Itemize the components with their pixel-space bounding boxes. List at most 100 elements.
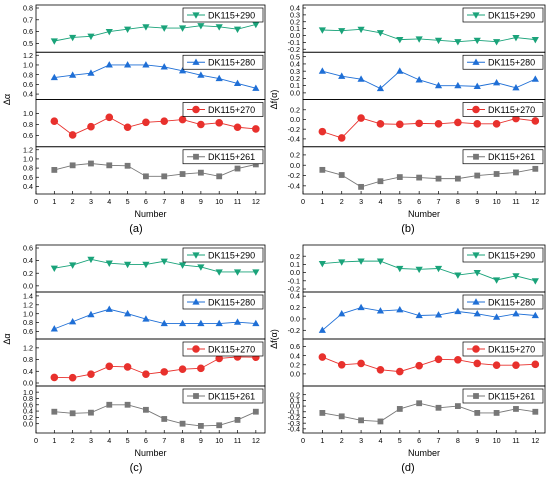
x-tick-label: 4 [378,197,382,206]
data-point [473,82,481,89]
y-tick-label: 0.2 [290,74,300,83]
data-point [69,317,77,325]
legend: DK115+280 [182,54,264,70]
data-point [124,261,132,269]
y-tick-label: -0.1 [288,407,300,416]
data-point [318,326,326,333]
y-tick-label: -0.4 [288,181,300,190]
series-line-dk115290 [54,258,256,273]
y-tick-label: 0.6 [23,131,33,140]
data-point [454,307,462,315]
x-axis-label: Number [134,448,166,458]
data-point [160,368,169,376]
data-point [143,173,149,180]
y-tick-label: -0.1 [288,276,300,285]
legend-label: DK115+270 [488,344,535,354]
data-point [216,422,223,429]
data-point [105,260,113,267]
x-tick-label: 9 [475,436,479,445]
legend-marker [193,393,199,399]
y-tick-label: 0.1 [290,260,300,269]
data-point [179,171,186,177]
data-point [69,162,76,169]
legend-label: DK115+270 [208,344,255,354]
y-tick-label: 0.7 [23,15,33,24]
y-tick-label: -0.4 [288,424,300,433]
data-point [142,261,150,269]
y-tick-label: 0.8 [23,318,33,327]
series-line-dk115290 [54,24,256,42]
y-tick-label: 0.5 [290,52,300,61]
data-point [233,269,242,276]
x-tick-label: 5 [398,197,402,206]
y-tick-label: 1.2 [23,343,33,352]
legend: DK115+261 [182,388,264,404]
x-tick-label: 8 [181,197,185,206]
data-point [215,319,223,327]
legend-marker [192,105,200,114]
x-tick-label: 12 [252,197,260,206]
y-tick-label: -0.4 [288,134,300,143]
data-point [396,367,404,376]
y-tick-label: 0.0 [23,419,33,428]
legend-box [462,388,544,404]
x-tick-label: 11 [234,197,241,206]
y-tick-label: 0.3 [290,67,300,76]
data-point [197,264,205,271]
series-line-dk115290 [322,260,536,282]
y-axis-label: Δf(α) [269,329,279,349]
data-point [493,171,500,177]
legend: DK115+261 [462,149,544,165]
data-point [493,78,501,86]
x-tick-label: 10 [493,197,501,206]
data-point [50,73,58,81]
x-tick-label: 6 [417,197,421,206]
y-tick-label: 0.2 [290,360,300,369]
legend-marker [193,153,199,160]
data-point [473,309,481,317]
x-tick-label: 3 [89,436,93,445]
data-point [105,28,113,36]
data-point [124,26,132,34]
y-tick-label: 0.2 [290,252,300,261]
y-tick-label: 0.1 [290,396,300,405]
data-point [69,34,77,42]
legend: DK115+261 [462,388,544,404]
y-axis-label: Δf(α) [269,90,279,110]
data-point [50,117,59,125]
series-line-dk115261 [322,402,536,422]
legend-label: DK115+261 [488,152,535,162]
y-tick-label: 0.8 [23,4,33,13]
series-line-dk115270 [54,116,256,136]
data-point [454,39,462,46]
legend: DK115+290 [182,247,264,263]
data-point [474,172,481,179]
data-point [337,360,346,369]
panel-letter: (d) [401,462,414,474]
data-point [512,361,520,370]
y-tick-label: 0.3 [290,10,300,19]
data-point [454,175,461,182]
x-tick-label: 3 [89,197,93,206]
y-tick-label: 0.8 [23,70,33,79]
data-point [434,120,443,128]
data-point [252,84,260,91]
y-tick-label: 0.4 [23,367,33,376]
data-point [319,410,326,416]
legend-box [182,247,264,263]
legend-box [462,54,544,70]
chart-panel-4: -0.2-0.10.00.10.2 DK115+290-0.20.00.20.4D… [269,244,546,474]
data-point [252,21,260,29]
legend-box [182,102,264,117]
y-tick-label: -0.2 [288,125,300,134]
data-point [318,27,326,34]
data-point [513,169,519,176]
data-point [87,370,95,379]
data-point [376,307,385,314]
legend-box [462,294,544,310]
y-tick-label: 0.2 [23,413,33,422]
data-point [338,28,346,35]
data-point [197,319,205,327]
subplot-frame [35,146,266,195]
x-tick-label: 0 [34,436,38,445]
